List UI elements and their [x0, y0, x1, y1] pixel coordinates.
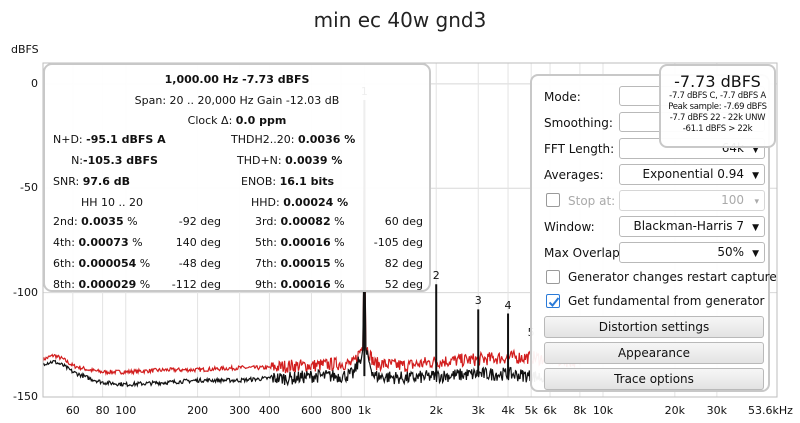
chevron-down-icon: ▼: [752, 249, 759, 259]
chart-title: min ec 40w gnd3: [313, 8, 487, 32]
harmonic-3-percent: 3rd: 0.00082 %: [255, 215, 345, 228]
fft-length-label: FFT Length:: [544, 142, 615, 156]
harmonic-4-phase: 140 deg: [175, 236, 221, 249]
generator-restart-label: Generator changes restart capture: [568, 270, 777, 284]
max-overlap-label: Max Overlap:: [544, 246, 624, 260]
distortion-measurements-panel: 1,000.00 Hz -7.73 dBFS Span: 20 .. 20,00…: [43, 63, 431, 292]
trace-options-button[interactable]: Trace options: [544, 368, 764, 390]
chevron-down-icon: ▼: [752, 171, 759, 181]
level-peak-sample: Peak sample: -7.69 dBFS: [668, 102, 767, 112]
x-tick-label: 3k: [471, 404, 485, 417]
harmonic-5-phase: -105 deg: [373, 236, 423, 249]
smoothing-label: Smoothing:: [544, 116, 613, 130]
n-plus-d-readout: N+D: -95.1 dBFS A: [53, 133, 166, 146]
x-tick-label: 80: [95, 404, 110, 417]
window-label: Window:: [544, 220, 595, 234]
harmonic-7-phase: 82 deg: [384, 257, 423, 270]
x-tick-label: 4k: [501, 404, 515, 417]
red-trace: [42, 109, 581, 376]
fundamental-from-generator-checkbox[interactable]: [546, 294, 560, 308]
y-tick-label: -100: [13, 285, 38, 299]
x-tick-label: 300: [229, 404, 251, 417]
y-tick-label: -50: [20, 181, 38, 195]
harmonic-9-percent: 9th: 0.00016 %: [255, 278, 345, 291]
x-tick-label: 800: [330, 404, 352, 417]
level-readout-panel[interactable]: -7.73 dBFS -7.7 dBFS C, -7.7 dBFS A Peak…: [659, 64, 776, 148]
x-tick-label: 400: [258, 404, 280, 417]
clock-readout: Clock Δ: 0.0 ppm: [187, 114, 287, 127]
fundamental-readout: 1,000.00 Hz -7.73 dBFS: [164, 73, 310, 86]
window-select[interactable]: Blackman-Harris 7 ▼: [619, 216, 765, 237]
x-tick-label: 600: [300, 404, 322, 417]
max-overlap-select[interactable]: 50% ▼: [619, 242, 765, 263]
harmonic-peak-label: 2: [432, 269, 440, 283]
harmonic-5-percent: 5th: 0.00016 %: [255, 236, 345, 249]
y-tick-label: -150: [13, 390, 38, 403]
harmonic-8-phase: -112 deg: [171, 278, 221, 291]
x-tick-label: 53.6kHz: [748, 404, 793, 417]
stop-at-stepper[interactable]: 100 ▾: [619, 190, 765, 211]
thd-n-readout: THD+N: 0.0039 %: [237, 154, 343, 167]
harmonic-2-phase: -92 deg: [178, 215, 221, 228]
hh-range-label: HH 10 .. 20: [81, 196, 144, 209]
averages-label: Averages:: [544, 168, 604, 182]
fundamental-from-generator-label: Get fundamental from generator: [568, 294, 765, 308]
chevron-down-icon: ▼: [752, 145, 759, 155]
x-tick-label: 8k: [573, 404, 587, 417]
distortion-settings-button[interactable]: Distortion settings: [544, 316, 764, 338]
mode-label: Mode:: [544, 90, 581, 104]
window-value: Blackman-Harris 7: [633, 219, 744, 233]
harmonic-4-percent: 4th: 0.00073 %: [53, 236, 143, 249]
snr-readout: SNR: 97.6 dB: [53, 175, 130, 188]
y-axis-unit: dBFS: [11, 43, 39, 56]
level-above-22k: -61.1 dBFS > 22k: [682, 124, 753, 134]
harmonic-6-percent: 6th: 0.000054 %: [53, 257, 151, 270]
harmonic-2-percent: 2nd: 0.0035 %: [53, 215, 138, 228]
x-tick-label: 200: [187, 404, 209, 417]
x-tick-label: 100: [115, 404, 137, 417]
harmonic-9-phase: 52 deg: [384, 278, 423, 291]
harmonic-peak-label: 3: [474, 294, 482, 308]
level-unweighted: -7.7 dBFS 22 - 22k UNW: [669, 113, 766, 123]
level-main-value: -7.73 dBFS: [674, 72, 761, 91]
x-tick-label: 6k: [543, 404, 557, 417]
stop-at-value: 100: [721, 193, 744, 207]
chevron-down-icon: ▼: [752, 223, 759, 233]
x-tick-label: 20k: [664, 404, 686, 417]
harmonic-3-phase: 60 deg: [384, 215, 423, 228]
x-tick-label: 1k: [357, 404, 372, 417]
enob-readout: ENOB: 16.1 bits: [241, 175, 335, 188]
x-tick-label: 60: [65, 404, 80, 417]
stop-at-checkbox[interactable]: [546, 193, 560, 207]
stop-at-label: Stop at:: [568, 194, 616, 208]
generator-restart-checkbox[interactable]: [546, 270, 560, 284]
harmonic-peak-label: 4: [504, 298, 512, 312]
level-weighted: -7.7 dBFS C, -7.7 dBFS A: [669, 91, 766, 101]
x-tick-label: 30k: [706, 404, 728, 417]
max-overlap-value: 50%: [717, 245, 744, 259]
x-tick-label: 2k: [429, 404, 443, 417]
checkmark-icon: [548, 297, 560, 307]
y-tick-label: 0: [31, 76, 38, 90]
appearance-button[interactable]: Appearance: [544, 342, 764, 364]
thd-readout: THDH2..20: 0.0036 %: [231, 133, 356, 146]
x-tick-label: 5k: [524, 404, 538, 417]
x-tick-label: 10k: [592, 404, 614, 417]
harmonic-8-percent: 8th: 0.000029 %: [53, 278, 151, 291]
noise-readout: N: -105.3 dBFS: [71, 154, 158, 167]
averages-select[interactable]: Exponential 0.94 ▼: [619, 164, 765, 185]
span-gain-readout: Span: 20 .. 20,000 Hz Gain -12.03 dB: [134, 94, 340, 107]
harmonic-7-percent: 7th: 0.00015 %: [255, 257, 345, 270]
averages-value: Exponential 0.94: [642, 167, 745, 181]
harmonic-6-phase: -48 deg: [178, 257, 221, 270]
black-trace: [42, 105, 581, 388]
stepper-arrows-icon: ▾: [754, 197, 759, 207]
hhd-readout: HHD: 0.00024 %: [251, 196, 349, 209]
